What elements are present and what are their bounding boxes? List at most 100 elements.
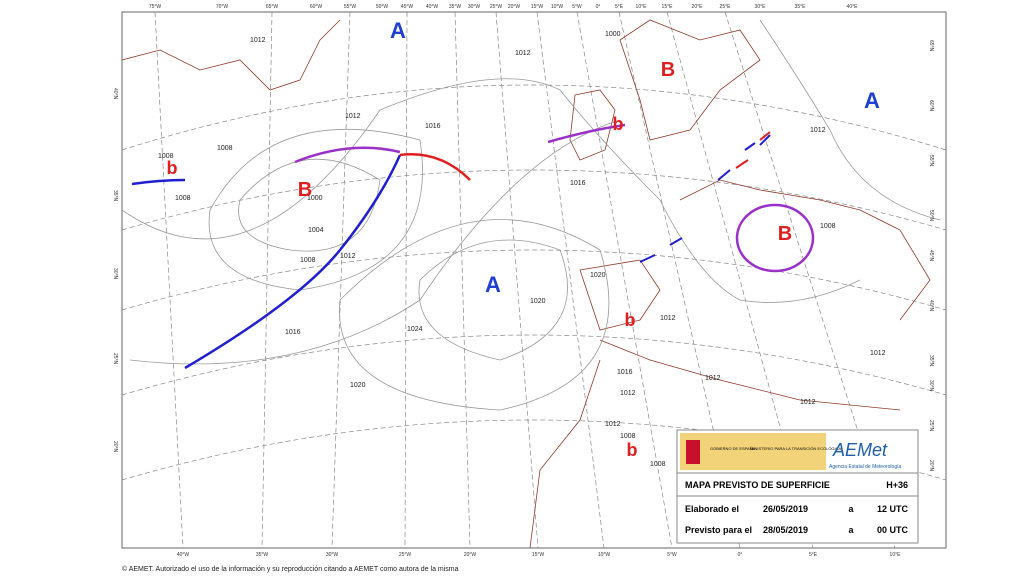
isobar-label: 1012 (605, 421, 621, 428)
top-lon-label: 40°E (847, 4, 859, 10)
left-lat-label: 35°N (112, 190, 118, 202)
ministry: MINISTERIO PARA LA TRANSICIÓN ECOLÓGICA (750, 446, 842, 451)
gov: GOBIERNO DE ESPAÑA (710, 446, 756, 451)
right-lat-label: 55°N (928, 155, 934, 167)
horizon: H+36 (886, 480, 908, 490)
top-lon-label: 40°W (426, 4, 439, 10)
right-lat-label: 50°N (928, 210, 934, 222)
top-lon-label: 25°E (720, 4, 732, 10)
top-lon-label: 35°W (449, 4, 462, 10)
left-lat-label: 40°N (112, 88, 118, 100)
isobars (121, 19, 941, 411)
left-lat-label: 25°N (112, 353, 118, 365)
top-lon-label: 10°E (636, 4, 648, 10)
isobar-label: 1012 (870, 350, 886, 357)
right-lat-label: 65°N (928, 40, 934, 52)
top-lon-label: 50°W (376, 4, 389, 10)
top-lon-label: 25°W (490, 4, 503, 10)
top-lon-label: 65°W (266, 4, 279, 10)
right-lat-label: 20°N (928, 460, 934, 472)
pressure-center: B (661, 59, 675, 81)
bottom-lon-label: 15°W (532, 552, 545, 558)
info-row2: Previsto para el (685, 525, 752, 535)
right-lat-label: 30°N (928, 380, 934, 392)
isobar-label: 1024 (407, 326, 423, 333)
brand-sub: Agencia Estatal de Meteorología (829, 464, 901, 470)
isobar-label: 1016 (617, 369, 633, 376)
isobar-label: 1012 (345, 113, 361, 120)
isobar-label: 1016 (285, 329, 301, 336)
top-lon-label: 55°W (344, 4, 357, 10)
top-lon-label: 0° (596, 4, 601, 10)
isobar-label: 1012 (800, 399, 816, 406)
gov-shield (686, 440, 700, 464)
left-lat-label: 30°N (112, 268, 118, 280)
isobar-label: 1008 (158, 153, 174, 160)
top-lon-label: 75°W (149, 4, 162, 10)
isobar-label: 1012 (340, 253, 356, 260)
bottom-lon-label: 25°W (399, 552, 412, 558)
isobar-label: 1012 (810, 127, 826, 134)
info-row2: 28/05/2019 (763, 525, 808, 535)
info-row2: 00 UTC (877, 525, 909, 535)
info-row2: a (848, 525, 854, 535)
pressure-center: B (778, 223, 792, 245)
right-lat-label: 60°N (928, 100, 934, 112)
top-lon-label: 30°W (468, 4, 481, 10)
isobar-label: 1012 (620, 390, 636, 397)
info-row1: 26/05/2019 (763, 504, 808, 514)
left-lat-label: 20°N (112, 441, 118, 453)
isobar-label: 1008 (620, 433, 636, 440)
fronts (131, 123, 815, 370)
top-lon-label: 15°W (531, 4, 544, 10)
top-lon-label: 20°W (508, 4, 521, 10)
pressure-center: b (613, 114, 624, 134)
pressure-center: A (485, 272, 501, 297)
top-lon-label: 10°W (551, 4, 564, 10)
pressure-center: B (298, 179, 312, 201)
info-row1: a (848, 504, 854, 514)
bottom-lon-label: 5°E (809, 552, 818, 558)
bottom-lon-label: 10°W (598, 552, 611, 558)
right-lat-label: 40°N (928, 300, 934, 312)
top-lon-label: 5°W (572, 4, 582, 10)
top-lon-label: 60°W (310, 4, 323, 10)
bottom-lon-label: 0° (738, 552, 743, 558)
top-lon-label: 70°W (216, 4, 229, 10)
top-lon-label: 15°E (662, 4, 674, 10)
bottom-lon-label: 20°W (464, 552, 477, 558)
right-lat-label: 35°N (928, 355, 934, 367)
isobar-label: 1008 (820, 223, 836, 230)
bottom-lon-label: 40°W (177, 552, 190, 558)
gov-logo-bg (680, 433, 826, 470)
right-lat-label: 25°N (928, 420, 934, 432)
top-lon-label: 45°W (401, 4, 414, 10)
isobar-label: 1012 (705, 375, 721, 382)
pressure-center: A (390, 18, 406, 43)
isobar-label: 1020 (590, 272, 606, 279)
top-lon-label: 5°E (615, 4, 624, 10)
bottom-lon-label: 5°W (667, 552, 677, 558)
isobar-label: 1000 (605, 31, 621, 38)
isobar-label: 1012 (515, 50, 531, 57)
coastlines (121, 19, 931, 549)
top-lon-label: 35°E (795, 4, 807, 10)
bottom-lon-label: 30°W (326, 552, 339, 558)
bottom-lon-label: 10°E (890, 552, 902, 558)
isobar-label: 1016 (570, 180, 586, 187)
isobar-label: 1008 (217, 145, 233, 152)
brand: AEMet (832, 440, 888, 460)
isobar-label: 1020 (530, 298, 546, 305)
isobar-label: 1008 (650, 461, 666, 468)
isobar-label: 1016 (425, 123, 441, 130)
info-row1: Elaborado el (685, 504, 739, 514)
isobar-label: 1008 (175, 195, 191, 202)
isobar-label: 1008 (300, 257, 316, 264)
info-row1: 12 UTC (877, 504, 909, 514)
right-lat-label: 45°N (928, 250, 934, 262)
isobar-label: 1000 (307, 195, 323, 202)
pressure-center: b (625, 310, 636, 330)
bottom-lon-label: 35°W (256, 552, 269, 558)
isobar-label: 1020 (350, 382, 366, 389)
isobar-label: 1012 (250, 37, 266, 44)
